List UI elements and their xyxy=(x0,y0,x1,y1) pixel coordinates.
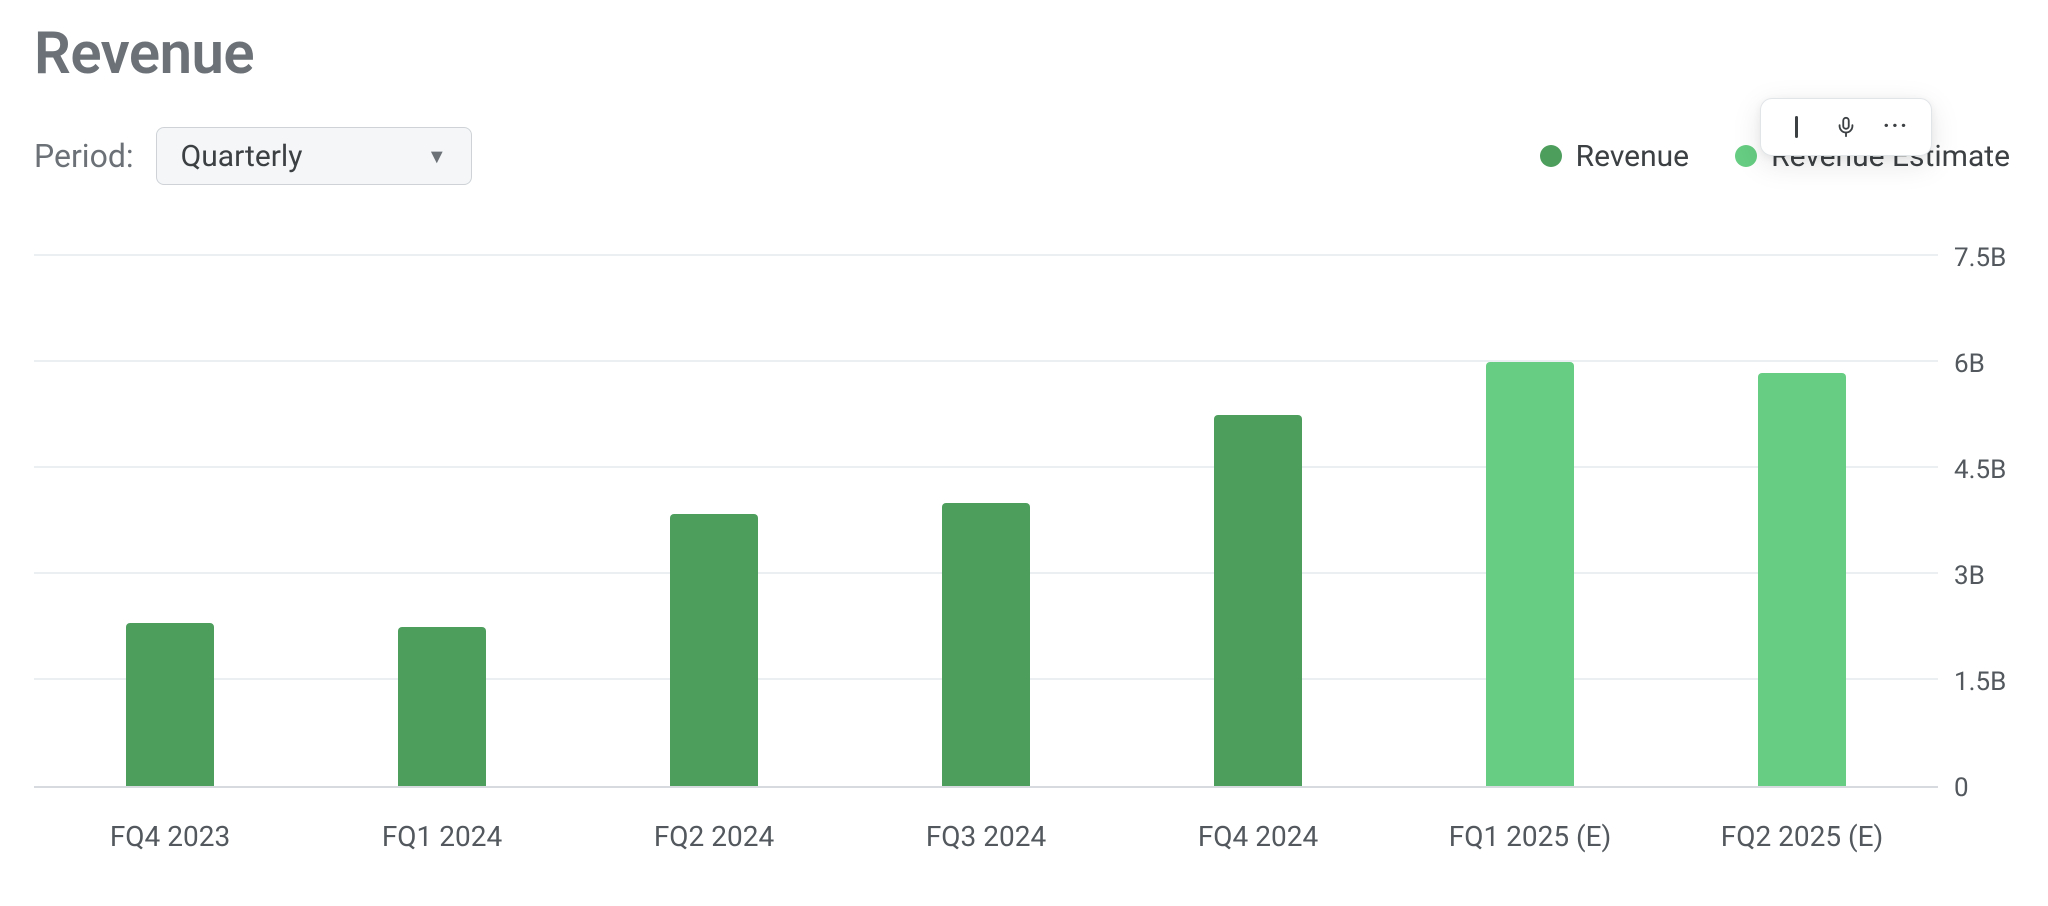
chart-y-axis: 01.5B3B4.5B6B7.5B xyxy=(1938,258,2014,788)
bar[interactable] xyxy=(126,623,214,786)
text-cursor-icon[interactable] xyxy=(1777,108,1815,146)
period-label: Period: xyxy=(34,137,134,175)
gridline xyxy=(34,254,1938,256)
bar[interactable] xyxy=(942,503,1030,786)
y-tick-label: 6B xyxy=(1954,349,1985,379)
legend-label-revenue: Revenue xyxy=(1576,139,1689,174)
bar-slot xyxy=(850,258,1122,786)
period-select-value: Quarterly xyxy=(181,139,303,174)
bar-slot xyxy=(1122,258,1394,786)
chart-bars xyxy=(34,258,1938,786)
bar[interactable] xyxy=(1214,415,1302,786)
x-tick-label: FQ3 2024 xyxy=(850,820,1122,853)
more-icon[interactable]: ··· xyxy=(1877,108,1915,146)
bar-slot xyxy=(1666,258,1938,786)
chevron-down-icon: ▼ xyxy=(427,144,447,169)
y-tick-label: 7.5B xyxy=(1954,243,2006,273)
legend-swatch-revenue-estimate xyxy=(1735,145,1757,167)
legend-item-revenue[interactable]: Revenue xyxy=(1540,139,1689,174)
legend-swatch-revenue xyxy=(1540,145,1562,167)
period-select[interactable]: Quarterly ▼ xyxy=(156,127,472,185)
chart-title: Revenue xyxy=(34,20,2014,88)
period-control: Period: Quarterly ▼ xyxy=(34,127,472,185)
x-tick-label: FQ1 2025 (E) xyxy=(1394,820,1666,853)
bar-slot xyxy=(306,258,578,786)
chart-area: 01.5B3B4.5B6B7.5B FQ4 2023FQ1 2024FQ2 20… xyxy=(34,258,2014,862)
x-tick-label: FQ1 2024 xyxy=(306,820,578,853)
bar-slot xyxy=(34,258,306,786)
x-tick-label: FQ4 2024 xyxy=(1122,820,1394,853)
floating-toolbar[interactable]: ··· xyxy=(1760,98,1932,156)
bar[interactable] xyxy=(670,514,758,786)
y-tick-label: 3B xyxy=(1954,561,1985,591)
controls-row: Period: Quarterly ▼ Revenue Revenue Esti… xyxy=(34,124,2014,188)
microphone-icon[interactable] xyxy=(1827,108,1865,146)
x-tick-label: FQ2 2025 (E) xyxy=(1666,820,1938,853)
bar[interactable] xyxy=(1486,362,1574,786)
y-tick-label: 1.5B xyxy=(1954,667,2006,697)
y-tick-label: 4.5B xyxy=(1954,455,2006,485)
x-tick-label: FQ4 2023 xyxy=(34,820,306,853)
bar[interactable] xyxy=(398,627,486,786)
bar[interactable] xyxy=(1758,373,1846,786)
chart-x-axis: FQ4 2023FQ1 2024FQ2 2024FQ3 2024FQ4 2024… xyxy=(34,820,2014,853)
bar-slot xyxy=(1394,258,1666,786)
chart-plot xyxy=(34,258,1938,788)
x-tick-label: FQ2 2024 xyxy=(578,820,850,853)
y-tick-label: 0 xyxy=(1954,773,1969,803)
chart-card: Revenue Period: Quarterly ▼ Revenue Reve… xyxy=(0,0,2048,906)
bar-slot xyxy=(578,258,850,786)
